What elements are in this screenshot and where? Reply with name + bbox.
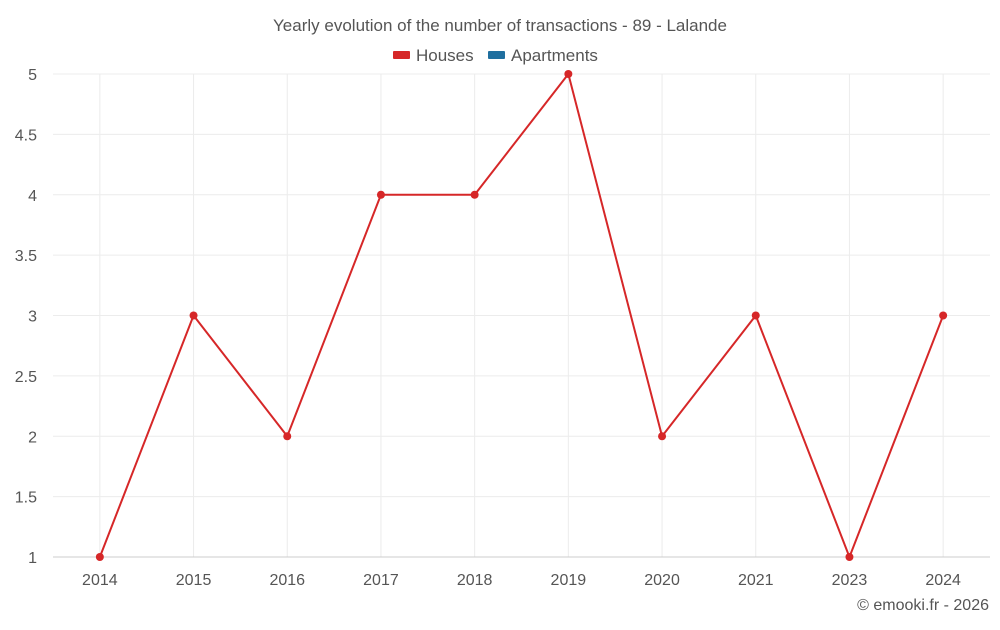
x-tick-label: 2018	[457, 572, 493, 589]
series-line-houses	[98, 73, 945, 558]
x-tick-label: 2016	[269, 572, 305, 589]
series	[95, 70, 948, 561]
x-axis: 2014 2015 2016 2017 2018 2019 2020 2021 2023 2024	[53, 556, 990, 589]
legend: Houses Apartments	[393, 46, 598, 65]
y-tick-label: 1.5	[15, 490, 37, 507]
legend-label-houses[interactable]: Houses	[416, 46, 474, 65]
legend-swatch-apartments	[488, 51, 505, 59]
y-tick-label: 3	[28, 309, 37, 326]
x-tick-label: 2021	[738, 572, 774, 589]
data-point[interactable]	[376, 190, 385, 199]
x-tick-label: 2017	[363, 572, 399, 589]
data-point[interactable]	[283, 432, 292, 441]
grid	[53, 73, 990, 558]
y-tick-label: 2.5	[15, 369, 37, 386]
y-tick-label: 5	[28, 67, 37, 84]
x-tick-label: 2023	[832, 572, 868, 589]
data-point[interactable]	[470, 190, 479, 199]
data-point[interactable]	[845, 553, 854, 561]
credit-text: © emooki.fr - 2026	[857, 597, 989, 614]
data-point[interactable]	[939, 311, 948, 320]
legend-label-apartments[interactable]: Apartments	[511, 46, 598, 65]
x-tick-label: 2014	[82, 572, 118, 589]
y-tick-label: 3.5	[15, 248, 37, 265]
data-point[interactable]	[564, 70, 573, 78]
x-tick-label: 2020	[644, 572, 680, 589]
y-tick-label: 4.5	[15, 127, 37, 144]
legend-swatch-houses	[393, 51, 410, 59]
data-point[interactable]	[658, 432, 667, 441]
x-tick-label: 2024	[925, 572, 961, 589]
data-point[interactable]	[95, 553, 104, 561]
x-tick-label: 2015	[176, 572, 212, 589]
x-tick-label: 2019	[551, 572, 587, 589]
y-tick-label: 4	[28, 188, 37, 205]
y-axis: 1 1.5 2 2.5 3 3.5 4 4.5 5	[15, 67, 37, 567]
y-tick-label: 2	[28, 429, 37, 446]
data-point[interactable]	[751, 311, 760, 320]
y-tick-label: 1	[28, 550, 37, 567]
chart-title: Yearly evolution of the number of transa…	[273, 16, 727, 35]
data-point[interactable]	[189, 311, 198, 320]
